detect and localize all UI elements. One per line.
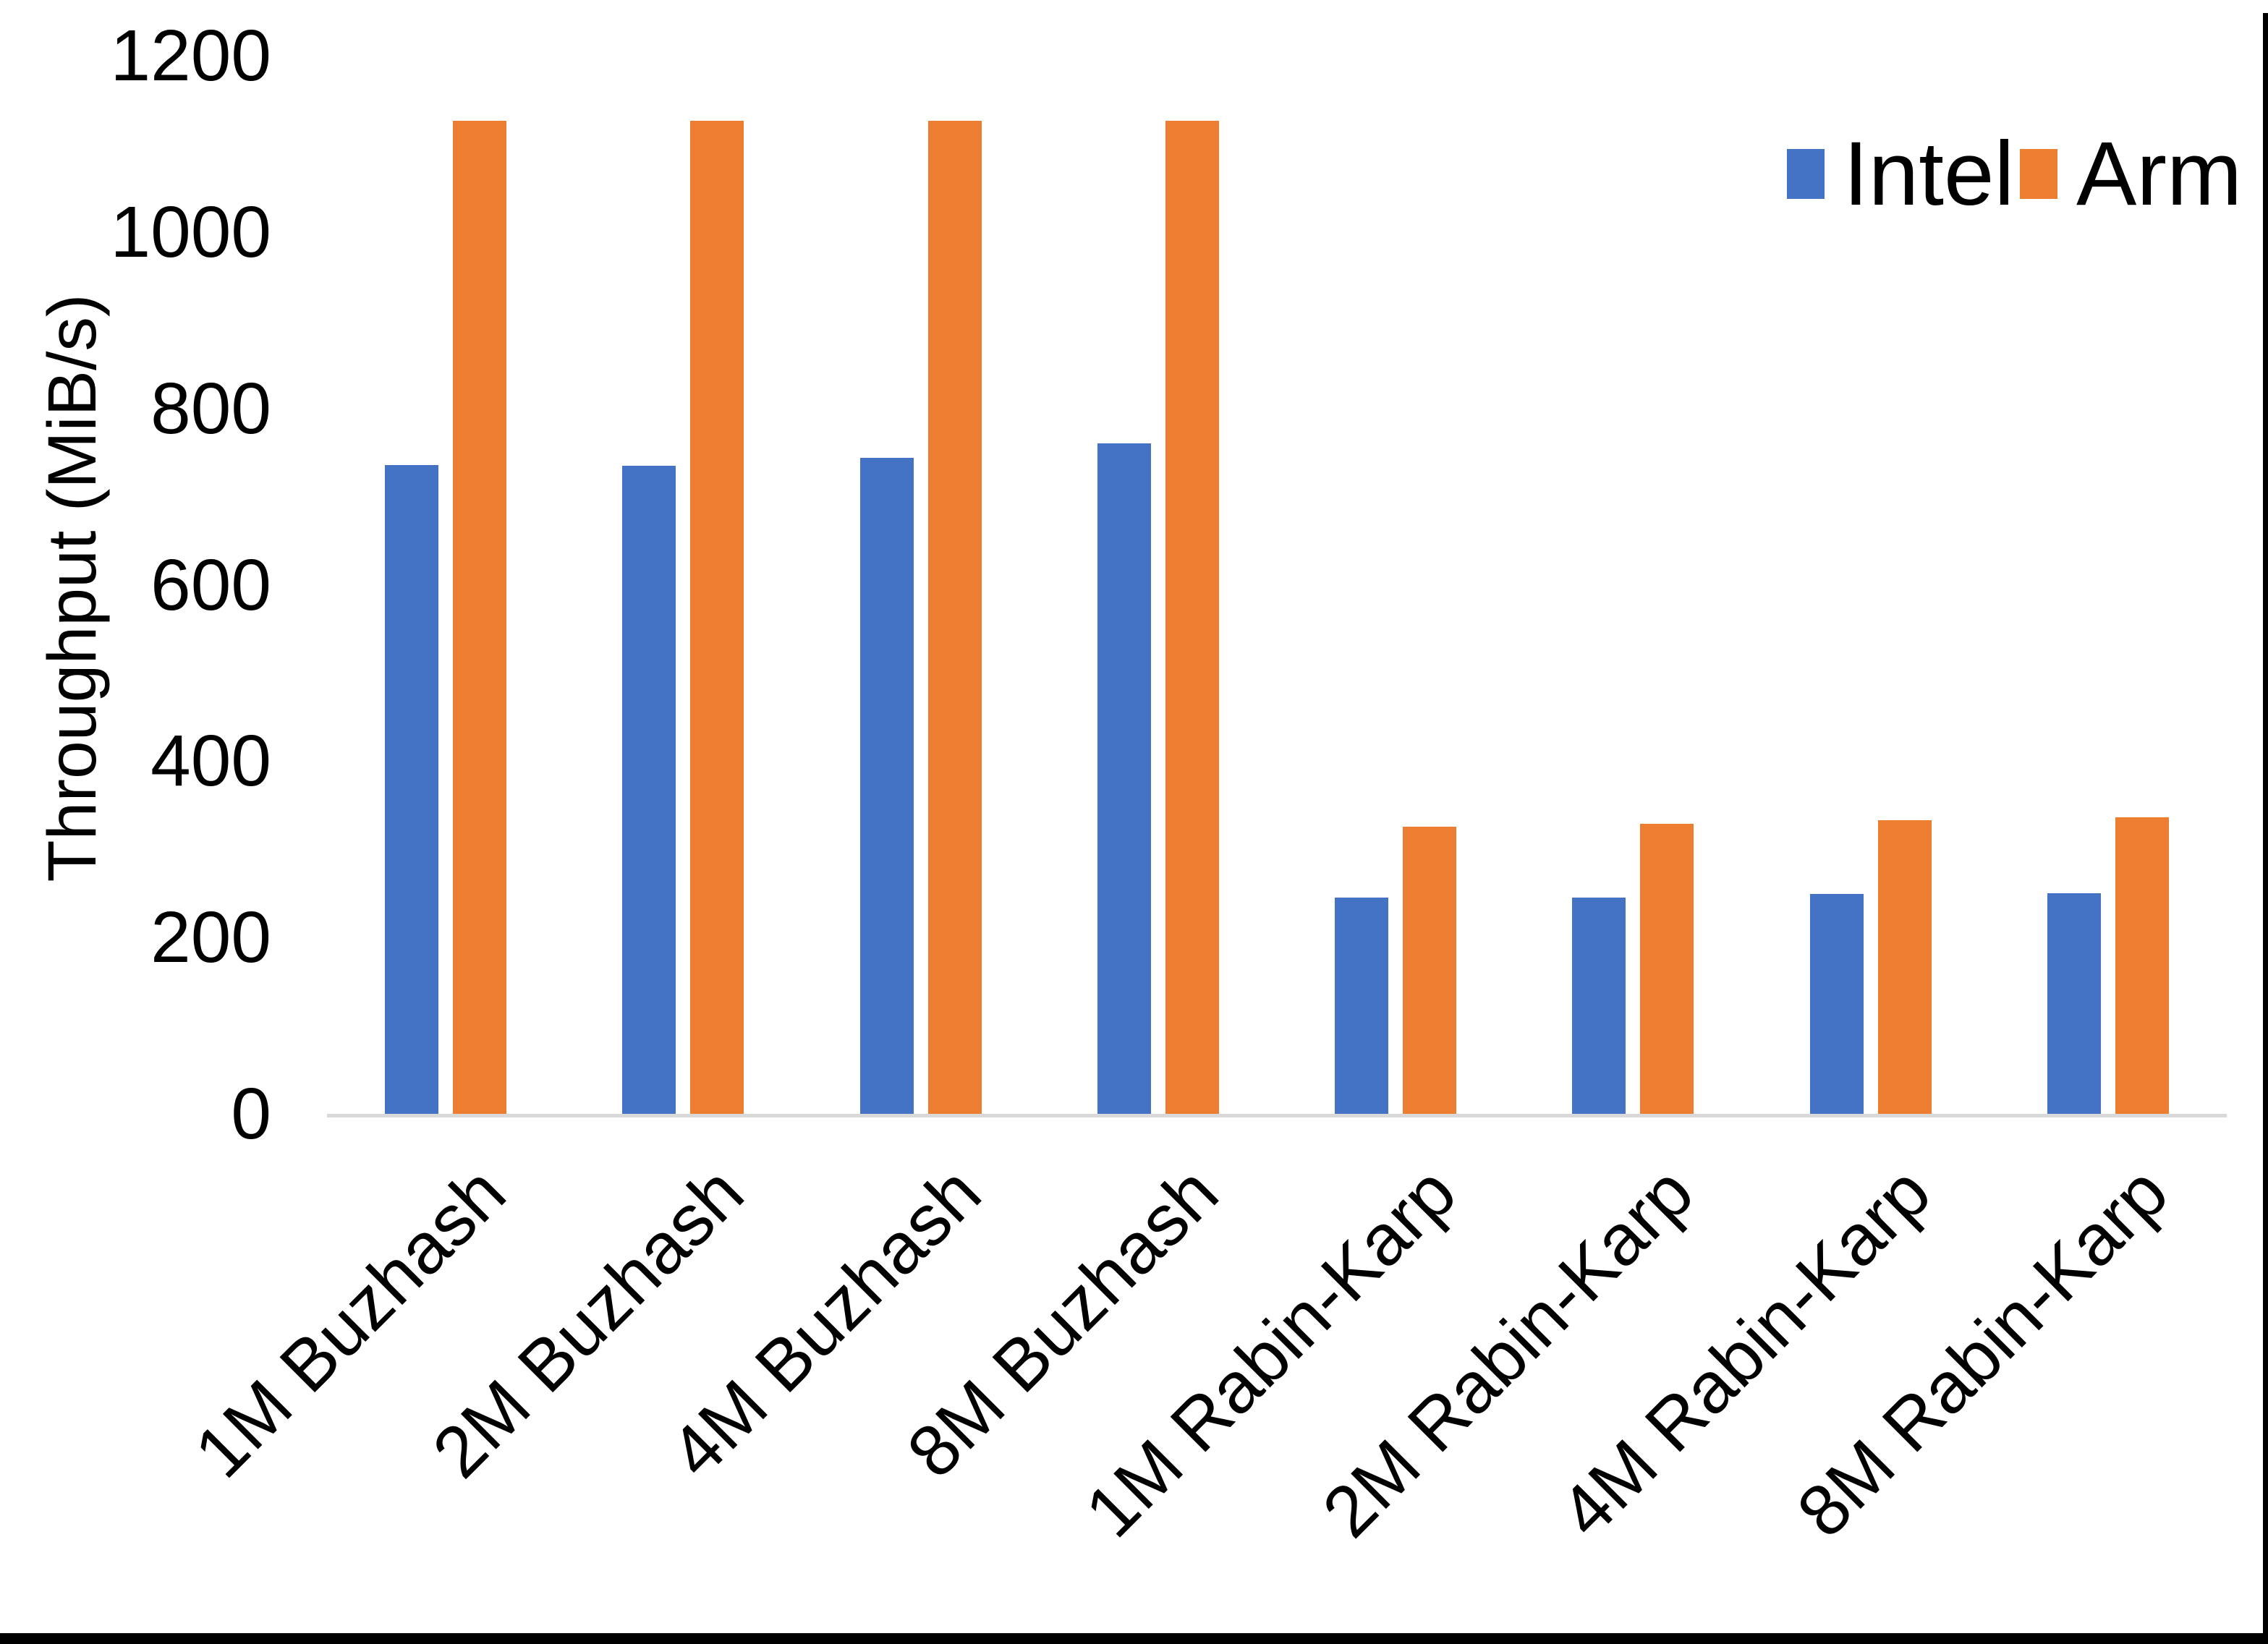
y-tick-0: 0 bbox=[231, 1073, 271, 1154]
y-tick-1200: 1200 bbox=[110, 15, 271, 96]
legend-item-intel: Intel bbox=[1787, 129, 2014, 219]
y-tick-400: 400 bbox=[150, 720, 271, 802]
bar-arm-8m-rabin-karp bbox=[2115, 817, 2169, 1114]
y-tick-200: 200 bbox=[150, 897, 271, 979]
bar-arm-2m-buzhash bbox=[690, 121, 744, 1114]
legend-swatch-intel bbox=[1787, 149, 1825, 199]
bar-intel-4m-buzhash bbox=[859, 457, 914, 1114]
bar-intel-2m-rabin-karp bbox=[1572, 898, 1626, 1114]
bar-intel-1m-rabin-karp bbox=[1335, 898, 1389, 1114]
bar-intel-2m-buzhash bbox=[622, 465, 676, 1114]
bar-arm-4m-rabin-karp bbox=[1877, 820, 1932, 1114]
bar-intel-4m-rabin-karp bbox=[1809, 894, 1864, 1114]
x-axis-line bbox=[327, 1114, 2227, 1117]
legend-swatch-arm bbox=[2020, 149, 2057, 199]
bar-intel-8m-buzhash bbox=[1097, 443, 1151, 1114]
bar-arm-2m-rabin-karp bbox=[1640, 823, 1694, 1114]
y-tick-800: 800 bbox=[150, 367, 271, 449]
bar-intel-8m-rabin-karp bbox=[2047, 893, 2101, 1114]
image-right-border bbox=[2263, 13, 2268, 1644]
y-tick-1000: 1000 bbox=[110, 191, 271, 273]
bar-arm-8m-buzhash bbox=[1165, 121, 1219, 1114]
y-tick-600: 600 bbox=[150, 544, 271, 626]
bar-intel-1m-buzhash bbox=[385, 464, 439, 1114]
bar-arm-1m-buzhash bbox=[453, 121, 507, 1114]
legend-label-intel: Intel bbox=[1843, 124, 2015, 224]
bar-arm-4m-buzhash bbox=[927, 121, 982, 1114]
bar-arm-1m-rabin-karp bbox=[1403, 826, 1457, 1114]
legend-item-arm: Arm bbox=[2020, 129, 2242, 219]
legend-label-arm: Arm bbox=[2076, 124, 2243, 224]
image-bottom-border bbox=[0, 1633, 2268, 1644]
